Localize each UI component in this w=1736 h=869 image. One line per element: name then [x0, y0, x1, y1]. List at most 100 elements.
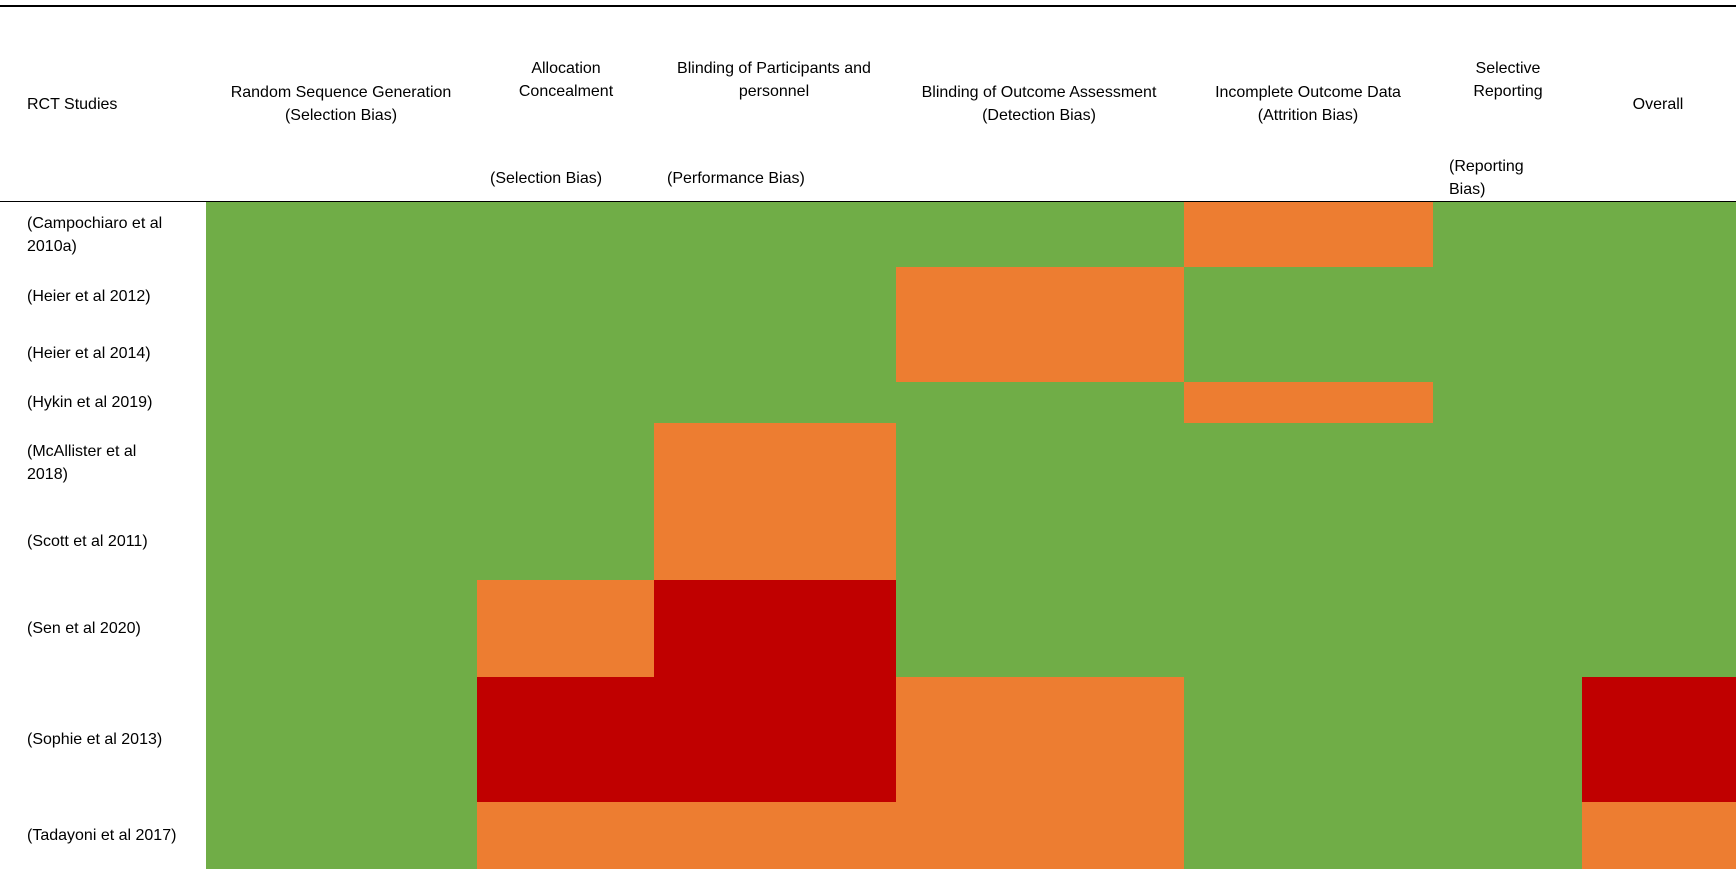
rating-cell-low — [1433, 580, 1582, 677]
rating-cell-low — [896, 502, 1184, 580]
rating-cell-low — [896, 382, 1184, 423]
rating-cell-low — [477, 382, 654, 423]
rating-cell-low — [206, 382, 477, 423]
rating-cell-high — [654, 677, 896, 802]
table-row: (Heier et al 2012) — [0, 267, 1736, 325]
table-row: (Heier et al 2014) — [0, 325, 1736, 382]
top-rule — [0, 5, 1736, 7]
rating-cell-low — [206, 202, 477, 267]
header-overall: Overall — [1632, 96, 1684, 113]
rating-cell-low — [1433, 677, 1582, 802]
rating-cell-low — [896, 202, 1184, 267]
rating-cell-low — [206, 502, 477, 580]
table-row: (Scott et al 2011) — [0, 502, 1736, 580]
rating-cell-low — [1582, 423, 1736, 502]
rating-cell-low — [1582, 382, 1736, 423]
table-row: (McAllister et al 2018) — [0, 423, 1736, 502]
rating-cell-low — [1433, 267, 1582, 325]
rating-cell-low — [1184, 267, 1433, 325]
study-name-cell: (Heier et al 2012) — [0, 267, 206, 325]
rating-cell-low — [654, 202, 896, 267]
rating-cell-low — [1433, 802, 1582, 869]
rating-cell-low — [206, 423, 477, 502]
header-random-sequence-generation: Random Sequence Generation (Selection Bi… — [230, 84, 452, 124]
rating-cell-low — [206, 580, 477, 677]
rating-cell-some — [896, 802, 1184, 869]
table-row: (Tadayoni et al 2017) — [0, 802, 1736, 869]
study-name: (Scott et al 2011) — [27, 532, 148, 550]
rating-cell-low — [206, 325, 477, 382]
rating-cell-low — [477, 423, 654, 502]
study-name: (Heier et al 2014) — [27, 345, 151, 362]
rating-cell-low — [477, 325, 654, 382]
table-row: (Sen et al 2020) — [0, 580, 1736, 677]
rating-cell-low — [206, 267, 477, 325]
rating-cell-some — [896, 267, 1184, 325]
study-name-cell: (Scott et al 2011) — [0, 502, 206, 580]
header-blinding-outcome-assessment: Blinding of Outcome Assessment (Detectio… — [921, 84, 1157, 124]
table-row: (Campochiaro et al 2010a) — [0, 202, 1736, 267]
rating-cell-low — [206, 802, 477, 869]
rating-cell-low — [654, 382, 896, 423]
rating-cell-low — [1582, 202, 1736, 267]
rating-cell-some — [1184, 202, 1433, 267]
study-name-cell: (McAllister et al 2018) — [0, 423, 206, 502]
study-name-cell: (Sophie et al 2013) — [0, 677, 206, 802]
rating-cell-low — [1433, 325, 1582, 382]
study-name: (Sen et al 2020) — [27, 620, 141, 637]
rating-cell-high — [654, 580, 896, 677]
rating-cell-high — [477, 677, 654, 802]
rating-cell-low — [1433, 502, 1582, 580]
study-name: (McAllister et al 2018) — [27, 442, 137, 483]
rating-cell-low — [1184, 580, 1433, 677]
rating-cell-some — [1582, 802, 1736, 869]
rating-cell-low — [1433, 202, 1582, 267]
rating-cell-some — [896, 677, 1184, 802]
header-incomplete-outcome-data: Incomplete Outcome Data (Attrition Bias) — [1215, 84, 1401, 124]
rating-cell-low — [477, 202, 654, 267]
rating-cell-some — [654, 502, 896, 580]
header-selective-reporting: Selective Reporting — [1473, 60, 1543, 100]
rating-cell-low — [1582, 580, 1736, 677]
rating-cell-low — [1184, 677, 1433, 802]
rating-cell-low — [1184, 802, 1433, 869]
rating-cell-some — [1184, 382, 1433, 423]
rating-cell-some — [896, 325, 1184, 382]
study-name-cell: (Campochiaro et al 2010a) — [0, 202, 206, 267]
risk-of-bias-table: (Campochiaro et al 2010a) (Heier et al 20… — [0, 202, 1736, 869]
study-name: (Sophie et al 2013) — [27, 731, 163, 748]
study-name-cell: (Heier et al 2014) — [0, 325, 206, 382]
study-name: (Hykin et al 2019) — [27, 394, 153, 411]
rating-cell-low — [1184, 502, 1433, 580]
rating-cell-low — [896, 423, 1184, 502]
study-name: (Tadayoni et al 2017) — [27, 827, 177, 844]
study-name: (Heier et al 2012) — [27, 287, 151, 305]
header-allocation-concealment: Allocation Concealment — [518, 60, 614, 100]
study-name: (Campochiaro et al 2010a) — [27, 214, 163, 255]
study-name-cell: (Tadayoni et al 2017) — [0, 802, 206, 869]
header-allocation-bias: (Selection Bias) — [490, 170, 603, 187]
rating-cell-low — [1433, 382, 1582, 423]
rating-cell-low — [1184, 423, 1433, 502]
rating-cell-low — [1184, 325, 1433, 382]
rating-cell-some — [654, 802, 896, 869]
study-name-cell: (Sen et al 2020) — [0, 580, 206, 677]
rating-cell-some — [477, 580, 654, 677]
rating-cell-high — [1582, 677, 1736, 802]
rating-cell-low — [1582, 325, 1736, 382]
rating-cell-low — [1582, 267, 1736, 325]
header-blinding-participants: Blinding of Participants and personnel — [677, 60, 871, 100]
rating-cell-some — [477, 802, 654, 869]
header-rct-studies: RCT Studies — [27, 96, 118, 113]
table-row: (Sophie et al 2013) — [0, 677, 1736, 802]
rating-cell-low — [654, 325, 896, 382]
study-name-cell: (Hykin et al 2019) — [0, 382, 206, 423]
header-selective-reporting-bias: (Reporting Bias) — [1449, 158, 1524, 198]
rating-cell-some — [654, 423, 896, 502]
rating-cell-low — [1582, 502, 1736, 580]
table-row: (Hykin et al 2019) — [0, 382, 1736, 423]
rating-cell-low — [477, 502, 654, 580]
rating-cell-low — [654, 267, 896, 325]
rating-cell-low — [206, 677, 477, 802]
header-blinding-participants-bias: (Performance Bias) — [667, 170, 805, 187]
